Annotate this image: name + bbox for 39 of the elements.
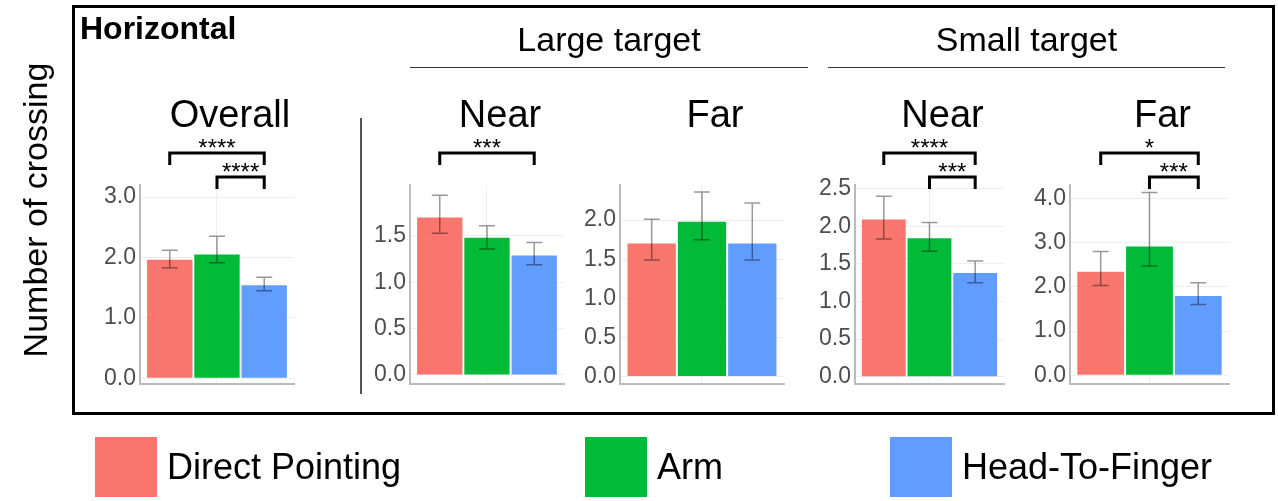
y-tick-label: 0.0 [373, 360, 406, 387]
chart-subtitle: Large target [410, 20, 808, 68]
text: * [1144, 133, 1155, 161]
chart-title: Near [900, 92, 985, 136]
y-tick-label: 1.0 [583, 283, 616, 310]
y-tick-label: 0.5 [373, 313, 406, 340]
y-tick-label: 1.0 [373, 267, 406, 294]
y-tick-label: 2.0 [103, 242, 136, 269]
y-tick-label: 0.0 [103, 363, 136, 390]
legend-label: Direct Pointing [167, 446, 402, 488]
y-tick-label: 0.0 [583, 361, 616, 388]
y-tick-label: 4.0 [1033, 183, 1066, 210]
y-axis-title: Number of crossing [15, 62, 55, 358]
chart-subtitle: Horizontal [80, 10, 238, 47]
y-tick-label: 2.0 [583, 205, 616, 232]
chart-title: Overall [168, 92, 292, 136]
y-tick-label: 1.0 [1033, 316, 1066, 343]
chart-subtitle: Small target [828, 20, 1225, 68]
y-tick-label: 1.0 [818, 286, 851, 313]
y-tick-label: 0.0 [1033, 360, 1066, 387]
y-tick-label: 0.5 [583, 322, 616, 349]
y-tick-label: 0.0 [818, 362, 851, 389]
y-tick-label: 2.0 [1033, 272, 1066, 299]
legend-label: Arm [657, 446, 723, 488]
y-tick-label: 2.0 [818, 211, 851, 238]
chart-title: Far [1133, 92, 1192, 136]
y-tick-label: 1.5 [373, 221, 406, 248]
legend-label: Head-To-Finger [962, 446, 1213, 488]
y-tick-label: 3.0 [1033, 227, 1066, 254]
y-tick-label: 1.0 [103, 303, 136, 330]
y-tick-label: 2.5 [818, 174, 851, 201]
y-tick-label: 1.5 [818, 249, 851, 276]
text: *** [472, 133, 501, 161]
chart-title: Near [457, 92, 543, 136]
chart-title: Far [685, 92, 745, 136]
y-tick-label: 3.0 [103, 182, 136, 209]
y-tick-label: 1.5 [583, 244, 616, 271]
text: *** [1159, 157, 1188, 185]
y-tick-label: 0.5 [818, 324, 851, 351]
